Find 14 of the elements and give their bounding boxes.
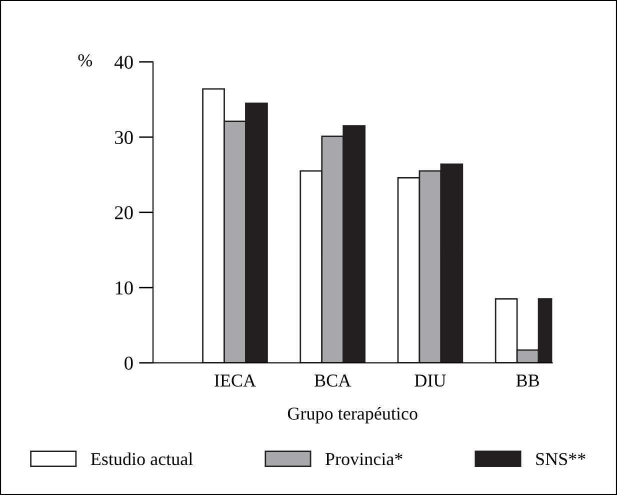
- x-tick-label: BCA: [314, 374, 352, 387]
- legend-label: Provincia*: [326, 453, 402, 466]
- x-tick-label: DIU: [414, 374, 446, 387]
- y-tick-label: 20: [114, 206, 133, 220]
- x-axis-title: Grupo terapéutico: [288, 406, 418, 424]
- y-tick-label: 40: [114, 56, 133, 69]
- y-tick-label: 0: [124, 356, 133, 370]
- y-tick-label: 10: [116, 281, 133, 295]
- y-axis-title: %: [78, 54, 92, 66]
- y-tick-label: 30: [115, 130, 133, 144]
- legend-label: Estudio actual: [90, 452, 193, 466]
- legend-label: SNS**: [536, 453, 586, 466]
- x-tick-label: IECA: [214, 374, 256, 387]
- x-tick-label: BB: [516, 374, 539, 387]
